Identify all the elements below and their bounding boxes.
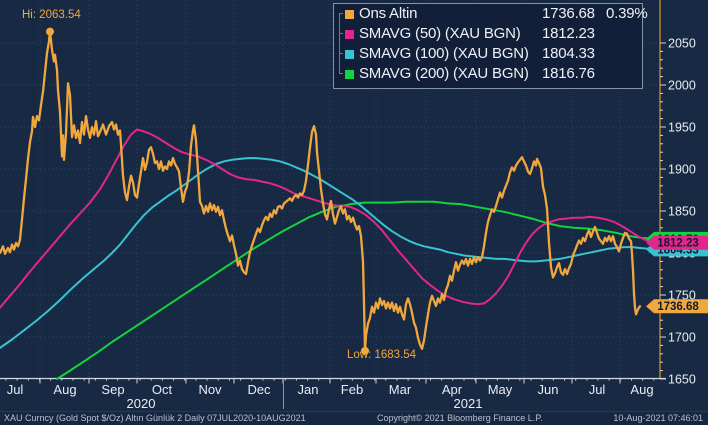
y-tick-label: 1950: [668, 121, 696, 135]
low-marker-dot: [361, 346, 369, 355]
legend-label: SMAVG (50) (XAU BGN): [359, 25, 521, 42]
x-month-label: Jan: [298, 382, 319, 397]
price-chip-1736.68: [646, 299, 708, 314]
price-chip-value: 1736.68: [657, 301, 699, 313]
x-month-label: Sep: [101, 382, 124, 397]
legend-color-swatch-icon: [345, 50, 354, 59]
series-line-smavg-50-xau-bgn-: [0, 128, 656, 309]
legend-change-percent: 0.39%: [606, 5, 648, 22]
legend-row-smavg-200-xau-bgn-[interactable]: SMAVG (200) (XAU BGN) 1816.76: [334, 64, 642, 84]
series-line-ons-altin: [0, 30, 642, 352]
y-tick-label: 1850: [668, 205, 696, 219]
legend-tree-connector: [338, 4, 343, 24]
x-year-label: 2021: [454, 396, 483, 411]
y-tick-label: 1750: [668, 289, 696, 303]
x-month-label: Feb: [341, 382, 363, 397]
legend-value: 1804.33: [542, 45, 595, 62]
y-tick-label: 1700: [668, 331, 696, 345]
series-line-smavg-100-xau-bgn-: [0, 157, 656, 349]
y-tick-label: 1650: [668, 373, 696, 387]
x-month-label: Jul: [589, 382, 606, 397]
x-month-label: Jun: [538, 382, 559, 397]
y-tick-label: 2000: [668, 79, 696, 93]
legend-value: 1812.23: [542, 25, 595, 42]
legend-tree-connector: [338, 24, 343, 44]
x-month-label: Oct: [152, 382, 173, 397]
x-month-label: Nov: [198, 382, 222, 397]
legend-label: SMAVG (200) (XAU BGN): [359, 65, 529, 82]
x-month-label: May: [488, 382, 513, 397]
legend-color-swatch-icon: [345, 70, 354, 79]
x-year-label: 2020: [127, 396, 156, 411]
x-month-label: Aug: [53, 382, 76, 397]
legend-value: 1736.68: [542, 5, 595, 22]
legend-label: Ons Altin: [359, 5, 418, 22]
legend-color-swatch-icon: [345, 10, 354, 19]
legend-value: 1816.76: [542, 65, 595, 82]
timestamp: 10-Aug-2021 07:46:01: [613, 413, 703, 423]
legend-row-ons-altin[interactable]: Ons Altin 1736.68 0.39%: [334, 4, 648, 24]
legend-tree-connector: [338, 64, 343, 84]
x-month-label: Dec: [247, 382, 271, 397]
x-month-label: Apr: [442, 382, 463, 397]
status-bar: XAU Curncy (Gold Spot $/Oz) Altın Günlük…: [0, 411, 708, 425]
legend-tree-connector: [338, 44, 343, 64]
price-chip-1812.23: [646, 235, 708, 250]
x-month-label: Aug: [630, 382, 653, 397]
legend-panel: Ons Altin 1736.68 0.39% SMAVG (50) (XAU BGN…: [333, 3, 648, 89]
legend-label: SMAVG (100) (XAU BGN): [359, 45, 529, 62]
legend-row-smavg-100-xau-bgn-[interactable]: SMAVG (100) (XAU BGN) 1804.33: [334, 44, 642, 64]
x-month-label: Jul: [7, 382, 24, 397]
price-chip-value: 1812.23: [657, 238, 699, 250]
security-description: XAU Curncy (Gold Spot $/Oz) Altın Günlük…: [4, 413, 306, 423]
x-month-label: Mar: [389, 382, 412, 397]
price-chart-canvas[interactable]: 165017001750180018501900195020002050JulA…: [0, 0, 708, 411]
y-tick-label: 2050: [668, 37, 696, 51]
legend-color-swatch-icon: [345, 30, 354, 39]
hi-annotation-label: Hi: 2063.54: [22, 9, 81, 21]
y-tick-label: 1900: [668, 163, 696, 177]
copyright-notice: Copyright© 2021 Bloomberg Finance L.P.: [377, 413, 543, 423]
low-annotation-label: Low: 1683.54: [347, 349, 417, 361]
legend-row-smavg-50-xau-bgn-[interactable]: SMAVG (50) (XAU BGN) 1812.23: [334, 24, 642, 44]
hi-marker-dot: [46, 27, 54, 36]
